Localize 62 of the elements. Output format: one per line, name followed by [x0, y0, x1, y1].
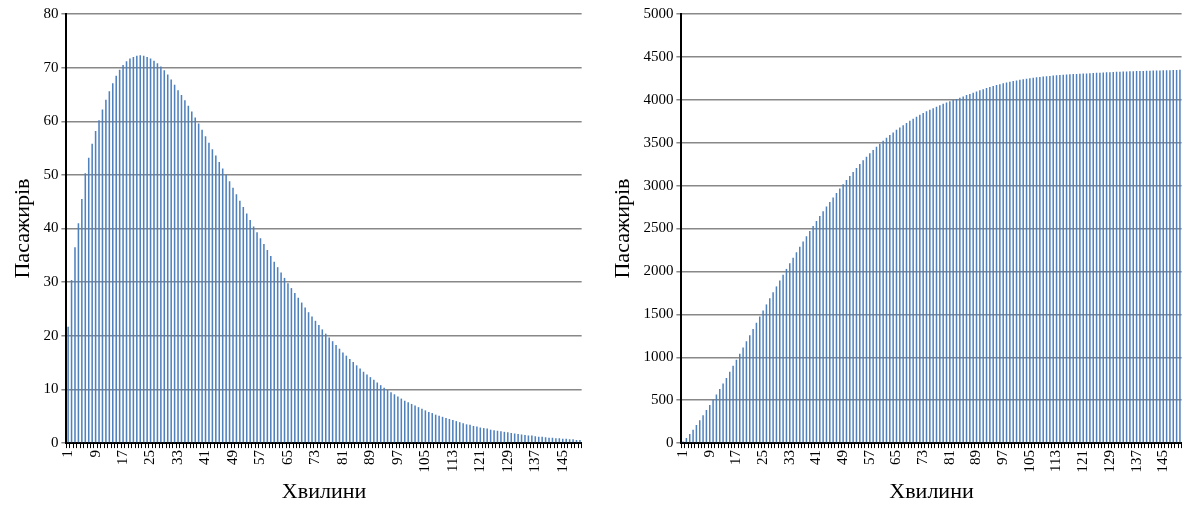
- y-axis-title: Пасажирів: [608, 178, 634, 279]
- x-tick-label: 113: [443, 450, 460, 473]
- x-tick-label: 49: [834, 450, 851, 466]
- x-axis-title: Хвилини: [281, 477, 367, 503]
- x-tick-label: 137: [526, 449, 543, 473]
- y-tick-label: 5000: [643, 4, 674, 21]
- x-tick-label: 97: [388, 449, 405, 466]
- x-tick-label: 121: [1074, 450, 1091, 473]
- y-tick-label: 80: [43, 4, 59, 21]
- x-tick-label: 89: [361, 450, 378, 466]
- x-tick-label: 81: [940, 450, 957, 466]
- y-tick-label: 40: [43, 219, 59, 236]
- x-tick-label: 25: [754, 450, 771, 466]
- x-tick-label: 137: [1127, 449, 1144, 473]
- x-tick-label: 113: [1047, 450, 1064, 473]
- y-tick-label: 20: [43, 326, 59, 343]
- y-tick-label: 1000: [643, 348, 674, 365]
- y-tick-label: 500: [650, 391, 674, 408]
- y-tick-label: 4000: [643, 90, 674, 107]
- x-tick-label: 1: [674, 450, 690, 458]
- x-tick-label: 9: [700, 450, 717, 458]
- x-tick-label: 73: [914, 450, 931, 466]
- x-tick-label: 121: [471, 450, 488, 473]
- y-axis-title: Пасажирів: [8, 178, 34, 279]
- y-tick-label: 0: [665, 434, 674, 451]
- x-tick-label: 33: [780, 450, 797, 466]
- x-tick-label: 105: [1020, 450, 1037, 473]
- y-tick-label: 50: [43, 165, 59, 182]
- x-tick-label: 17: [727, 449, 744, 466]
- x-axis-title: Хвилини: [889, 477, 974, 503]
- x-tick-label: 105: [416, 450, 433, 473]
- x-tick-label: 65: [278, 450, 295, 466]
- y-tick-label: 3000: [643, 176, 674, 193]
- x-tick-label: 97: [994, 449, 1011, 466]
- y-tick-label: 60: [43, 112, 59, 129]
- y-tick-label: 30: [43, 273, 59, 290]
- x-tick-label: 41: [196, 450, 213, 466]
- x-tick-label: 145: [1154, 450, 1171, 473]
- y-tick-label: 2500: [643, 219, 674, 236]
- x-tick-label: 129: [1100, 450, 1117, 473]
- x-tick-label: 73: [306, 450, 323, 466]
- x-tick-label: 57: [251, 449, 268, 466]
- x-tick-label: 49: [223, 450, 240, 466]
- y-tick-label: 70: [43, 58, 59, 75]
- x-tick-label: 129: [498, 450, 515, 473]
- y-tick-label: 0: [50, 434, 59, 451]
- x-tick-label: 1: [59, 450, 76, 458]
- x-tick-label: 89: [967, 450, 984, 466]
- y-tick-label: 4500: [643, 47, 674, 64]
- y-tick-label: 3500: [643, 133, 674, 150]
- y-tick-label: 10: [43, 380, 59, 397]
- x-tick-label: 41: [807, 450, 824, 466]
- y-tick-label: 1500: [643, 305, 674, 322]
- x-tick-label: 33: [168, 450, 185, 466]
- x-tick-label: 81: [333, 450, 350, 466]
- y-tick-label: 2000: [643, 262, 674, 279]
- x-tick-label: 65: [887, 450, 904, 466]
- x-tick-label: 9: [86, 450, 103, 458]
- x-tick-label: 25: [141, 450, 158, 466]
- x-tick-label: 17: [114, 449, 131, 466]
- x-tick-label: 145: [553, 450, 570, 473]
- x-tick-label: 57: [860, 449, 877, 466]
